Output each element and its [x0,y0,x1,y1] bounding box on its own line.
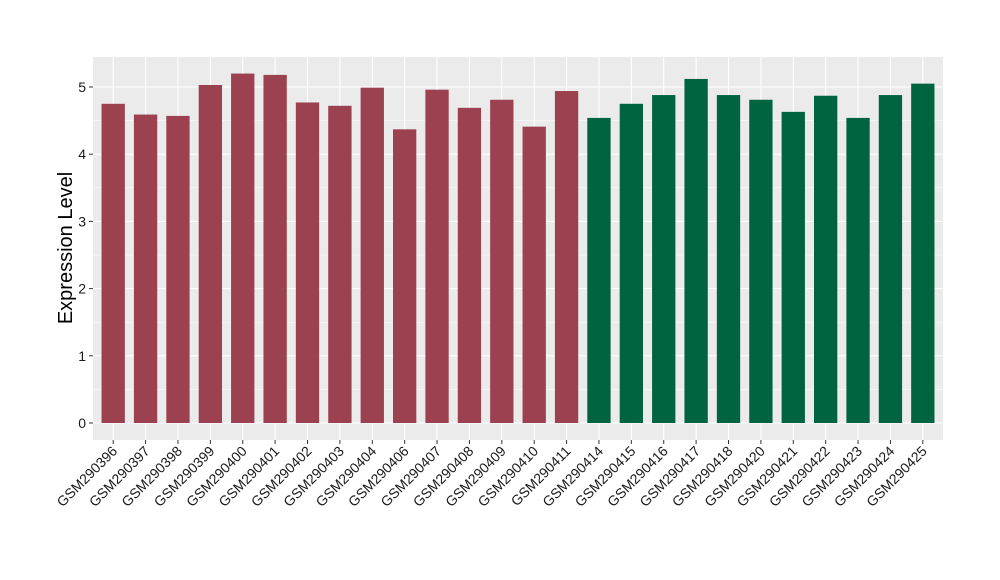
bar-GSM290424 [878,95,903,423]
bar-GSM290425 [911,83,935,423]
bar-GSM290397 [133,114,158,424]
y-tick-label: 1 [78,348,86,364]
bar-GSM290416 [652,95,676,423]
bar-GSM290403 [328,105,352,423]
bar-GSM290417 [684,78,708,423]
bars [101,73,935,424]
bar-GSM290399 [198,84,223,423]
y-tick-label: 3 [78,213,86,229]
bar-GSM290406 [393,129,417,423]
y-tick-label: 0 [78,415,86,431]
bar-GSM290414 [587,117,611,423]
bar-GSM290410 [522,126,546,424]
bar-GSM290408 [457,107,482,423]
bar-GSM290398 [166,115,190,424]
bar-GSM290420 [749,99,773,424]
bar-GSM290402 [295,102,320,424]
bar-GSM290407 [425,89,449,423]
y-tick-label: 2 [78,281,86,297]
bar-GSM290401 [263,74,287,424]
x-axis: GSM290396GSM290397GSM290398GSM290399GSM2… [53,440,930,510]
bar-GSM290409 [490,99,514,424]
bar-GSM290396 [101,103,125,424]
bar-GSM290423 [846,117,870,423]
y-axis: 0 1 2 3 4 5 [78,79,93,431]
bar-GSM290400 [231,73,255,423]
bar-GSM290404 [360,87,384,424]
y-axis-title: Expression Level [55,172,77,324]
y-tick-label: 4 [78,146,86,162]
bar-GSM290418 [716,95,741,423]
bar-GSM290411 [554,91,579,423]
bar-GSM290421 [781,111,805,424]
bar-GSM290422 [814,95,838,424]
y-tick-label: 5 [78,79,86,95]
bar-GSM290415 [619,103,644,424]
